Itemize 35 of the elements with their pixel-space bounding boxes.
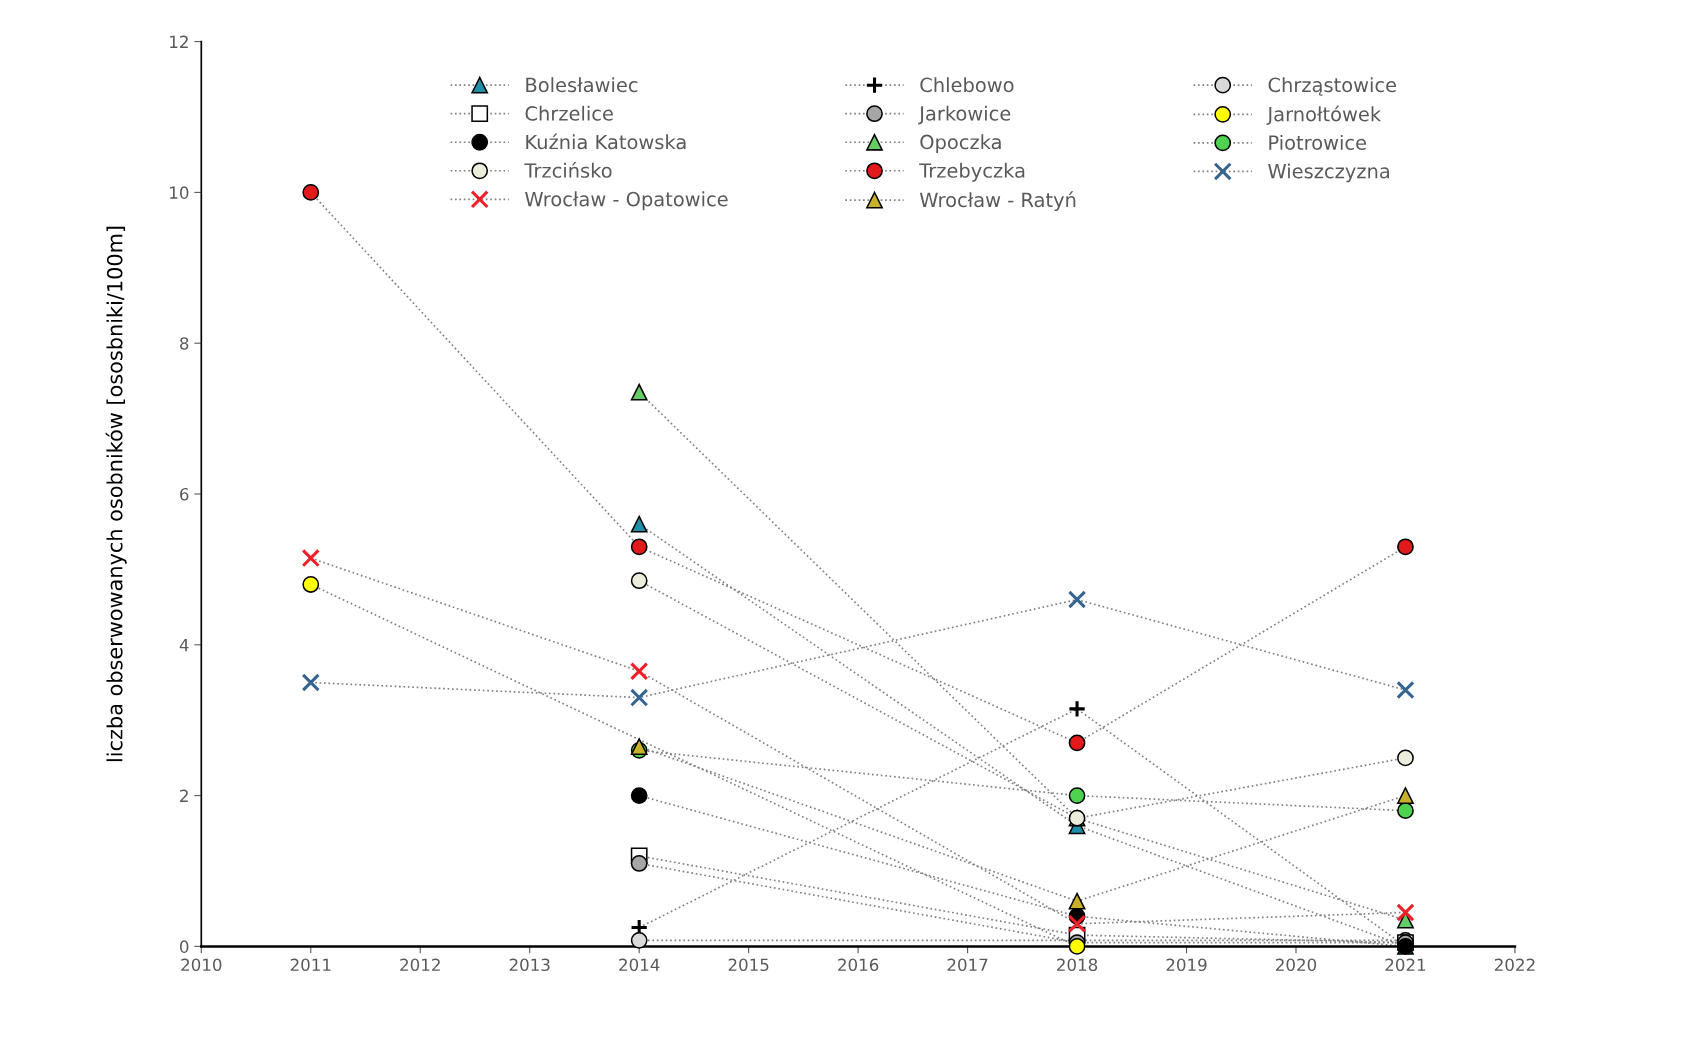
legend-label: Trzebyczka — [919, 162, 1025, 182]
x-tick-label: 2016 — [838, 958, 879, 972]
legend-label: Jarnołtówek — [1266, 105, 1382, 126]
legend-label: Opoczka — [920, 134, 1001, 154]
y-tick-label: 12 — [170, 35, 188, 48]
legend-label: Kuźnia Katowska — [526, 133, 686, 150]
legend-label: Wrocław - Ratyń — [919, 191, 1076, 211]
x-tick-label: 2020 — [1276, 958, 1317, 972]
y-tick-label: 4 — [179, 638, 189, 652]
x-tick-label: 2022 — [1494, 958, 1535, 972]
legend-label: Wrocław - Opatowice — [525, 191, 728, 211]
y-axis-title: liczba obserwowanych osobników [ososbniki/100m] — [105, 226, 127, 762]
x-tick-label: 2015 — [728, 958, 769, 972]
y-tick-label: 0 — [180, 940, 189, 953]
y-tick-label: 8 — [180, 337, 189, 350]
x-tick-label: 2012 — [400, 958, 440, 972]
y-tick-label: 6 — [180, 487, 189, 501]
legend-label: Chrzelice — [525, 105, 613, 121]
y-tick-label: 2 — [180, 789, 188, 802]
legend-label: Trzcińsko — [524, 162, 612, 178]
x-tick-label: 2014 — [619, 958, 660, 972]
x-tick-label: 2010 — [181, 958, 222, 972]
x-tick-label: 2013 — [509, 958, 550, 972]
legend-label: Jarkowice — [918, 105, 1011, 125]
x-tick-label: 2011 — [290, 958, 331, 972]
x-tick-label: 2018 — [1057, 958, 1098, 972]
legend-label: Bolesławiec — [526, 77, 638, 93]
legend-label: Chrząstowice — [1268, 77, 1397, 96]
y-tick-label: 10 — [170, 186, 189, 199]
legend-label: Piotrowice — [1269, 134, 1367, 150]
legend-label: Chlebowo — [920, 77, 1014, 93]
x-tick-label: 2019 — [1166, 958, 1207, 972]
x-tick-label: 2021 — [1385, 958, 1426, 972]
legend-label: Wieszczyzna — [1268, 163, 1390, 183]
x-tick-label: 2017 — [947, 958, 988, 972]
